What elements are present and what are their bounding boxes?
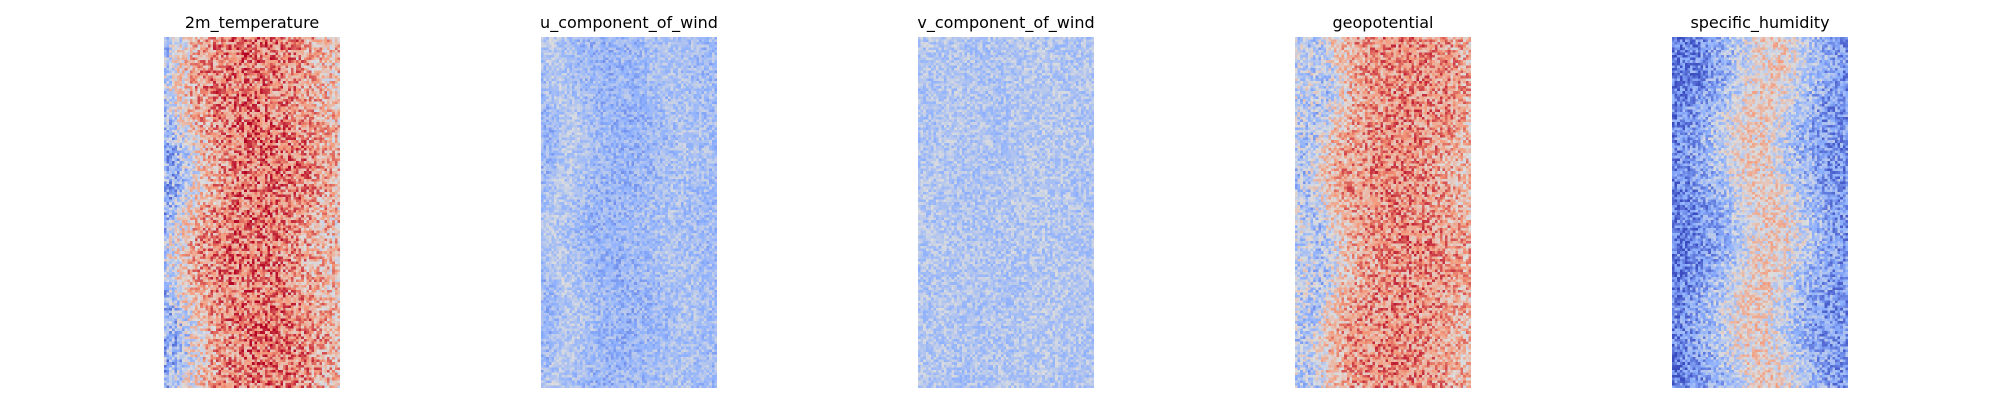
panel-v-component-of-wind: v_component_of_wind xyxy=(917,0,1095,400)
panel-geopotential: geopotential xyxy=(1295,0,1471,400)
panel-title: specific_humidity xyxy=(1690,13,1830,32)
heatmap-u-component-of-wind xyxy=(541,37,717,388)
heatmap-2m-temperature xyxy=(164,37,340,388)
heatmap-specific-humidity xyxy=(1672,37,1848,388)
panel-2m-temperature: 2m_temperature xyxy=(164,0,340,400)
panel-title: u_component_of_wind xyxy=(540,13,718,32)
panel-specific-humidity: specific_humidity xyxy=(1672,0,1848,400)
panel-title: v_component_of_wind xyxy=(917,13,1095,32)
panel-u-component-of-wind: u_component_of_wind xyxy=(540,0,718,400)
panel-title: 2m_temperature xyxy=(184,13,320,32)
panel-title: geopotential xyxy=(1332,13,1434,32)
heatmap-v-component-of-wind xyxy=(918,37,1094,388)
heatmap-geopotential xyxy=(1295,37,1471,388)
